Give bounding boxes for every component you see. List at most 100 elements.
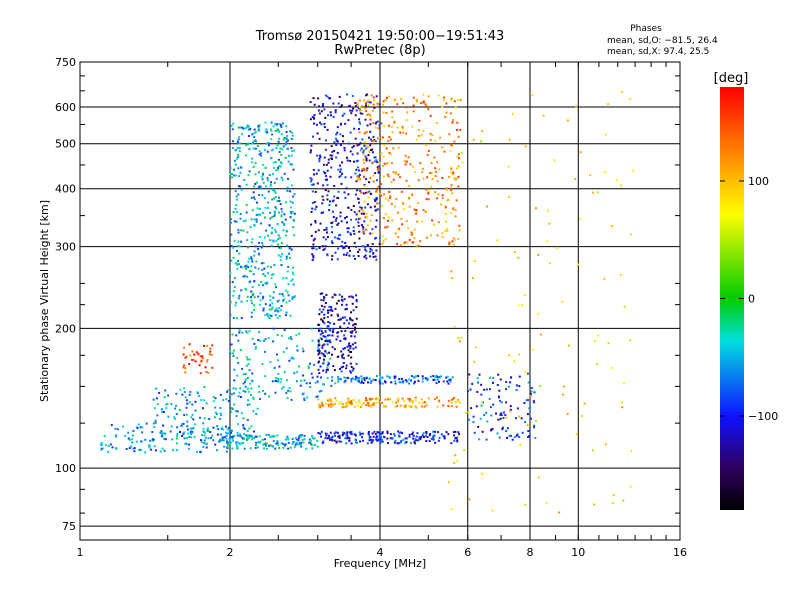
phase-point	[297, 443, 300, 446]
phase-point	[284, 289, 287, 292]
phase-point	[480, 404, 483, 407]
phase-point	[332, 115, 335, 118]
phase-point	[287, 442, 290, 444]
phase-point	[166, 402, 169, 405]
phase-point	[252, 147, 255, 150]
phase-point	[447, 405, 450, 407]
phase-point	[223, 436, 226, 439]
phase-point	[321, 292, 324, 295]
phase-point	[250, 290, 253, 293]
phase-point	[229, 301, 232, 304]
phase-point	[279, 147, 282, 150]
phase-point	[307, 367, 310, 370]
phase-point	[369, 250, 371, 253]
phase-point	[358, 118, 361, 121]
phase-point	[319, 154, 322, 157]
phase-point	[530, 417, 533, 420]
phase-point	[327, 320, 330, 323]
phase-point	[339, 144, 342, 147]
phase-point	[448, 241, 451, 244]
phase-point	[362, 158, 365, 161]
phase-point	[313, 363, 316, 366]
phase-point	[445, 102, 448, 105]
phase-point	[363, 183, 366, 186]
phase-point	[336, 126, 339, 129]
phase-point	[276, 223, 279, 225]
phase-point	[268, 174, 271, 176]
phase-point	[415, 210, 418, 213]
phase-point	[374, 255, 377, 258]
phase-point	[238, 150, 241, 153]
phase-point	[497, 373, 500, 376]
phase-point	[346, 251, 349, 254]
phase-point	[363, 99, 366, 102]
phase-point	[281, 387, 284, 390]
phase-point	[279, 259, 282, 261]
phase-point	[412, 241, 415, 244]
phase-point	[379, 376, 382, 379]
phase-point	[230, 429, 233, 432]
phase-point	[269, 304, 272, 307]
phase-point	[310, 149, 312, 152]
phase-point	[338, 95, 341, 98]
phase-point	[278, 137, 280, 140]
phase-point	[255, 444, 257, 447]
phase-point	[337, 378, 340, 381]
phase-point	[491, 509, 494, 512]
phase-point	[258, 441, 261, 444]
phase-point	[364, 254, 367, 257]
phase-point	[439, 136, 442, 139]
phase-point	[269, 314, 272, 317]
phase-point	[363, 175, 365, 178]
phase-point	[425, 104, 428, 107]
phase-point	[151, 431, 154, 433]
phase-point	[232, 294, 235, 297]
phase-point	[343, 334, 346, 337]
phase-point	[320, 311, 323, 314]
phase-point	[432, 375, 435, 377]
phase-point	[281, 148, 284, 151]
phase-point	[226, 428, 229, 431]
phase-point	[259, 236, 261, 238]
phase-point	[254, 131, 257, 134]
phase-point	[242, 275, 245, 278]
phase-point	[375, 236, 378, 239]
phase-point	[313, 116, 315, 119]
phase-point	[337, 376, 340, 378]
phase-point	[293, 212, 296, 215]
phase-point	[358, 237, 361, 240]
phase-point	[376, 439, 379, 442]
phase-point	[258, 124, 261, 127]
phase-point	[310, 372, 313, 375]
phase-point	[333, 185, 336, 187]
phase-point	[360, 208, 363, 211]
phase-point	[154, 449, 157, 452]
phase-point	[457, 185, 460, 188]
phase-point	[271, 133, 274, 136]
phase-point	[323, 163, 325, 166]
phase-point	[422, 432, 425, 435]
phase-point	[362, 230, 365, 233]
phase-point	[421, 220, 424, 223]
phase-point	[254, 198, 257, 201]
phase-point	[341, 295, 344, 298]
phase-point	[294, 444, 297, 447]
phase-point	[286, 291, 289, 294]
y-tick-label: 600	[55, 101, 76, 114]
phase-point	[515, 389, 518, 391]
phase-point	[330, 436, 333, 439]
phase-point	[264, 148, 267, 151]
phase-point	[449, 212, 452, 215]
phase-point	[286, 244, 289, 247]
phase-point	[500, 414, 503, 416]
x-tick-label: 1	[77, 546, 84, 559]
phase-point	[267, 272, 269, 275]
phase-point	[255, 213, 258, 216]
phase-point	[246, 275, 249, 278]
phase-point	[411, 401, 414, 404]
phase-point	[507, 385, 510, 388]
phase-point	[373, 156, 376, 159]
phase-point	[276, 168, 279, 171]
phase-point	[574, 177, 577, 180]
phase-point	[434, 398, 437, 400]
